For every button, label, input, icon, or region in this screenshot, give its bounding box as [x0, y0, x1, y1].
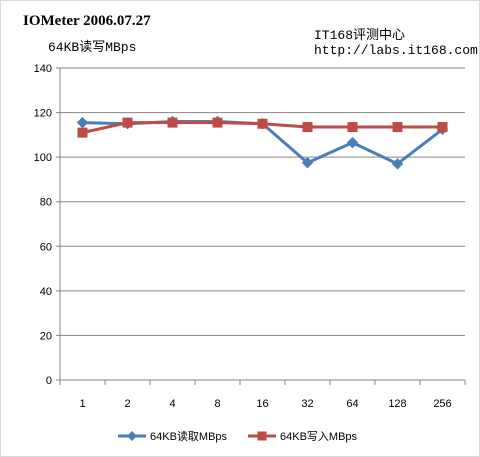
y-tick-label: 100	[34, 152, 52, 164]
x-tick-label: 1	[79, 398, 85, 410]
x-tick-label: 64	[346, 398, 358, 410]
data-point-diamond	[346, 136, 359, 149]
data-point-square	[302, 122, 313, 133]
x-tick-label: 128	[388, 398, 406, 410]
axes	[56, 67, 466, 385]
data-point-square	[437, 122, 448, 133]
y-tick-label: 140	[34, 63, 52, 75]
series-lines	[76, 115, 449, 170]
legend-label-2: 64KB写入MBps	[280, 431, 358, 443]
y-tick-label: 20	[40, 330, 52, 342]
legend: 64KB读取MBps 64KB写入MBps	[118, 429, 358, 443]
legend-marker-square	[257, 431, 267, 441]
data-point-square	[167, 117, 178, 128]
x-tick-label: 2	[124, 398, 130, 410]
site-name: IT168评测中心	[314, 28, 406, 43]
data-point-square	[347, 122, 358, 133]
data-point-square	[122, 117, 133, 128]
y-tick-label: 120	[34, 108, 52, 120]
legend-marker-diamond	[127, 431, 137, 441]
x-tick-label: 256	[433, 398, 451, 410]
data-point-diamond	[301, 157, 314, 169]
data-point-diamond	[76, 116, 89, 129]
site-url: http://labs.it168.com	[314, 43, 478, 58]
y-tick-label: 80	[40, 197, 52, 209]
data-point-square	[392, 122, 403, 133]
x-tick-label: 32	[301, 398, 313, 410]
data-point-square	[212, 117, 223, 128]
data-point-diamond	[391, 158, 404, 170]
y-tick-label: 0	[46, 375, 52, 387]
x-tick-label: 16	[256, 398, 268, 410]
grid-lines	[60, 67, 465, 336]
y-tick-label: 40	[40, 286, 52, 298]
x-tick-label: 4	[169, 398, 175, 410]
data-point-square	[257, 118, 268, 129]
x-tick-label: 8	[214, 398, 220, 410]
chart-title: IOMeter 2006.07.27	[23, 13, 151, 29]
legend-label-1: 64KB读取MBps	[150, 429, 228, 443]
y-tick-label: 60	[40, 241, 52, 253]
data-point-square	[77, 127, 88, 138]
chart-subtitle: 64KB读写MBps	[48, 40, 137, 55]
tick-labels: 0 20 40 60 80 100 120 140 1 2 4 8 16 32 64 128 256	[34, 63, 452, 410]
